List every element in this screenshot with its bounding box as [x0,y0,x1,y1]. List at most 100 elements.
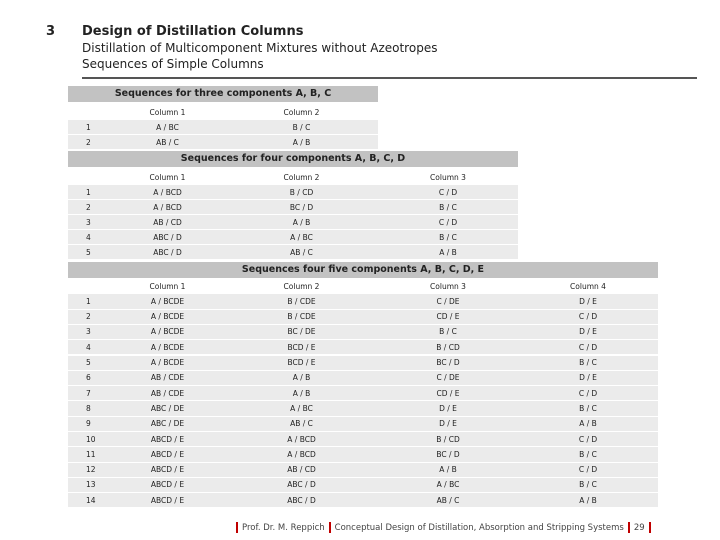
cell: B / C [225,120,378,135]
cell: B / CD [378,432,518,448]
row-number: 4 [68,230,110,245]
cell: B / C [518,355,658,371]
cell: BC / D [225,200,378,215]
table-title: Sequences four five components A, B, C, … [68,262,658,278]
cell: ABCD / E [110,477,225,494]
cell: A / BCD [225,447,378,463]
cell: ABC / D [225,477,378,494]
cell: D / E [518,370,658,387]
cell: AB / C [110,135,225,150]
row-number: 12 [68,462,110,478]
cell: C / D [378,215,518,230]
cell: CD / E [378,309,518,325]
cell: C / D [518,386,658,402]
cell: B / C [518,401,658,417]
cell: ABC / DE [110,416,225,432]
cell: A / BC [225,401,378,417]
cell: B / C [518,477,658,494]
section-number: 3 [46,24,56,39]
cell: B / C [378,324,518,341]
column-header: Column 3 [378,279,518,295]
subtitle: Distillation of Multicomponent Mixtures … [82,41,438,55]
title: Design of Distillation Columns [82,24,304,39]
column-header: Column 4 [518,279,658,295]
cell: AB / CD [225,462,378,478]
row-number: 5 [68,245,110,260]
cell: A / BCD [110,185,225,200]
cell: A / BCDE [110,340,225,356]
row-number: 10 [68,432,110,448]
separator [627,522,630,533]
row-number: 1 [68,294,110,310]
cell: BC / D [378,447,518,463]
row-number: 1 [68,185,110,200]
column-header: Column 1 [110,105,225,120]
table-title: Sequences for three components A, B, C [68,86,378,102]
cell: AB / C [225,416,378,432]
cell: C / D [518,462,658,478]
cell: ABCD / E [110,432,225,448]
cell: A / B [225,135,378,150]
separator [328,522,331,533]
row-number: 5 [68,355,110,371]
cell: BCD / E [225,340,378,356]
cell: AB / CDE [110,370,225,387]
column-header: Column 3 [378,170,518,185]
cell: ABCD / E [110,447,225,463]
cell: D / E [518,324,658,341]
cell: A / B [518,493,658,509]
footer: Prof. Dr. M. Reppich Conceptual Design of… [232,522,655,533]
column-header: Column 2 [225,170,378,185]
row-number: 4 [68,340,110,356]
cell: B / CD [378,340,518,356]
cell: C / D [518,309,658,325]
cell: CD / E [378,386,518,402]
table-title: Sequences for four components A, B, C, D [68,151,518,167]
row-number: 8 [68,401,110,417]
cell: B / CDE [225,294,378,310]
row-number: 13 [68,477,110,494]
cell: A / BCD [225,432,378,448]
row-number: 2 [68,200,110,215]
cell: BC / D [378,355,518,371]
cell: BC / DE [225,324,378,341]
row-number: 3 [68,215,110,230]
cell: B / C [518,447,658,463]
cell: ABC / D [110,245,225,260]
footer-author: Prof. Dr. M. Reppich [242,523,325,533]
cell: A / B [518,416,658,432]
column-header: Column 1 [110,279,225,295]
row-number: 2 [68,309,110,325]
separator [236,522,238,533]
cell: A / B [378,245,518,260]
row-number: 1 [68,120,110,135]
cell: A / BCD [110,200,225,215]
column-header: Column 1 [110,170,225,185]
cell: AB / CDE [110,386,225,402]
row-number: 14 [68,493,110,509]
cell: C / D [518,340,658,356]
subsubtitle: Sequences of Simple Columns [82,57,264,71]
cell: AB / C [378,493,518,509]
separator [648,522,651,533]
footer-page: 29 [633,523,645,533]
row-number: 6 [68,370,110,387]
column-header: Column 2 [225,279,378,295]
cell: ABCD / E [110,493,225,509]
row-number: 3 [68,324,110,341]
cell: B / C [378,200,518,215]
cell: D / E [518,294,658,310]
cell: ABC / DE [110,401,225,417]
cell: C / DE [378,370,518,387]
cell: A / BCDE [110,355,225,371]
column-header: Column 2 [225,105,378,120]
cell: B / C [378,230,518,245]
cell: B / CD [225,185,378,200]
cell: B / CDE [225,309,378,325]
cell: A / BCDE [110,309,225,325]
cell: ABC / D [110,230,225,245]
cell: D / E [378,416,518,432]
footer-course: Conceptual Design of Distillation, Absor… [334,523,624,533]
cell: C / D [378,185,518,200]
